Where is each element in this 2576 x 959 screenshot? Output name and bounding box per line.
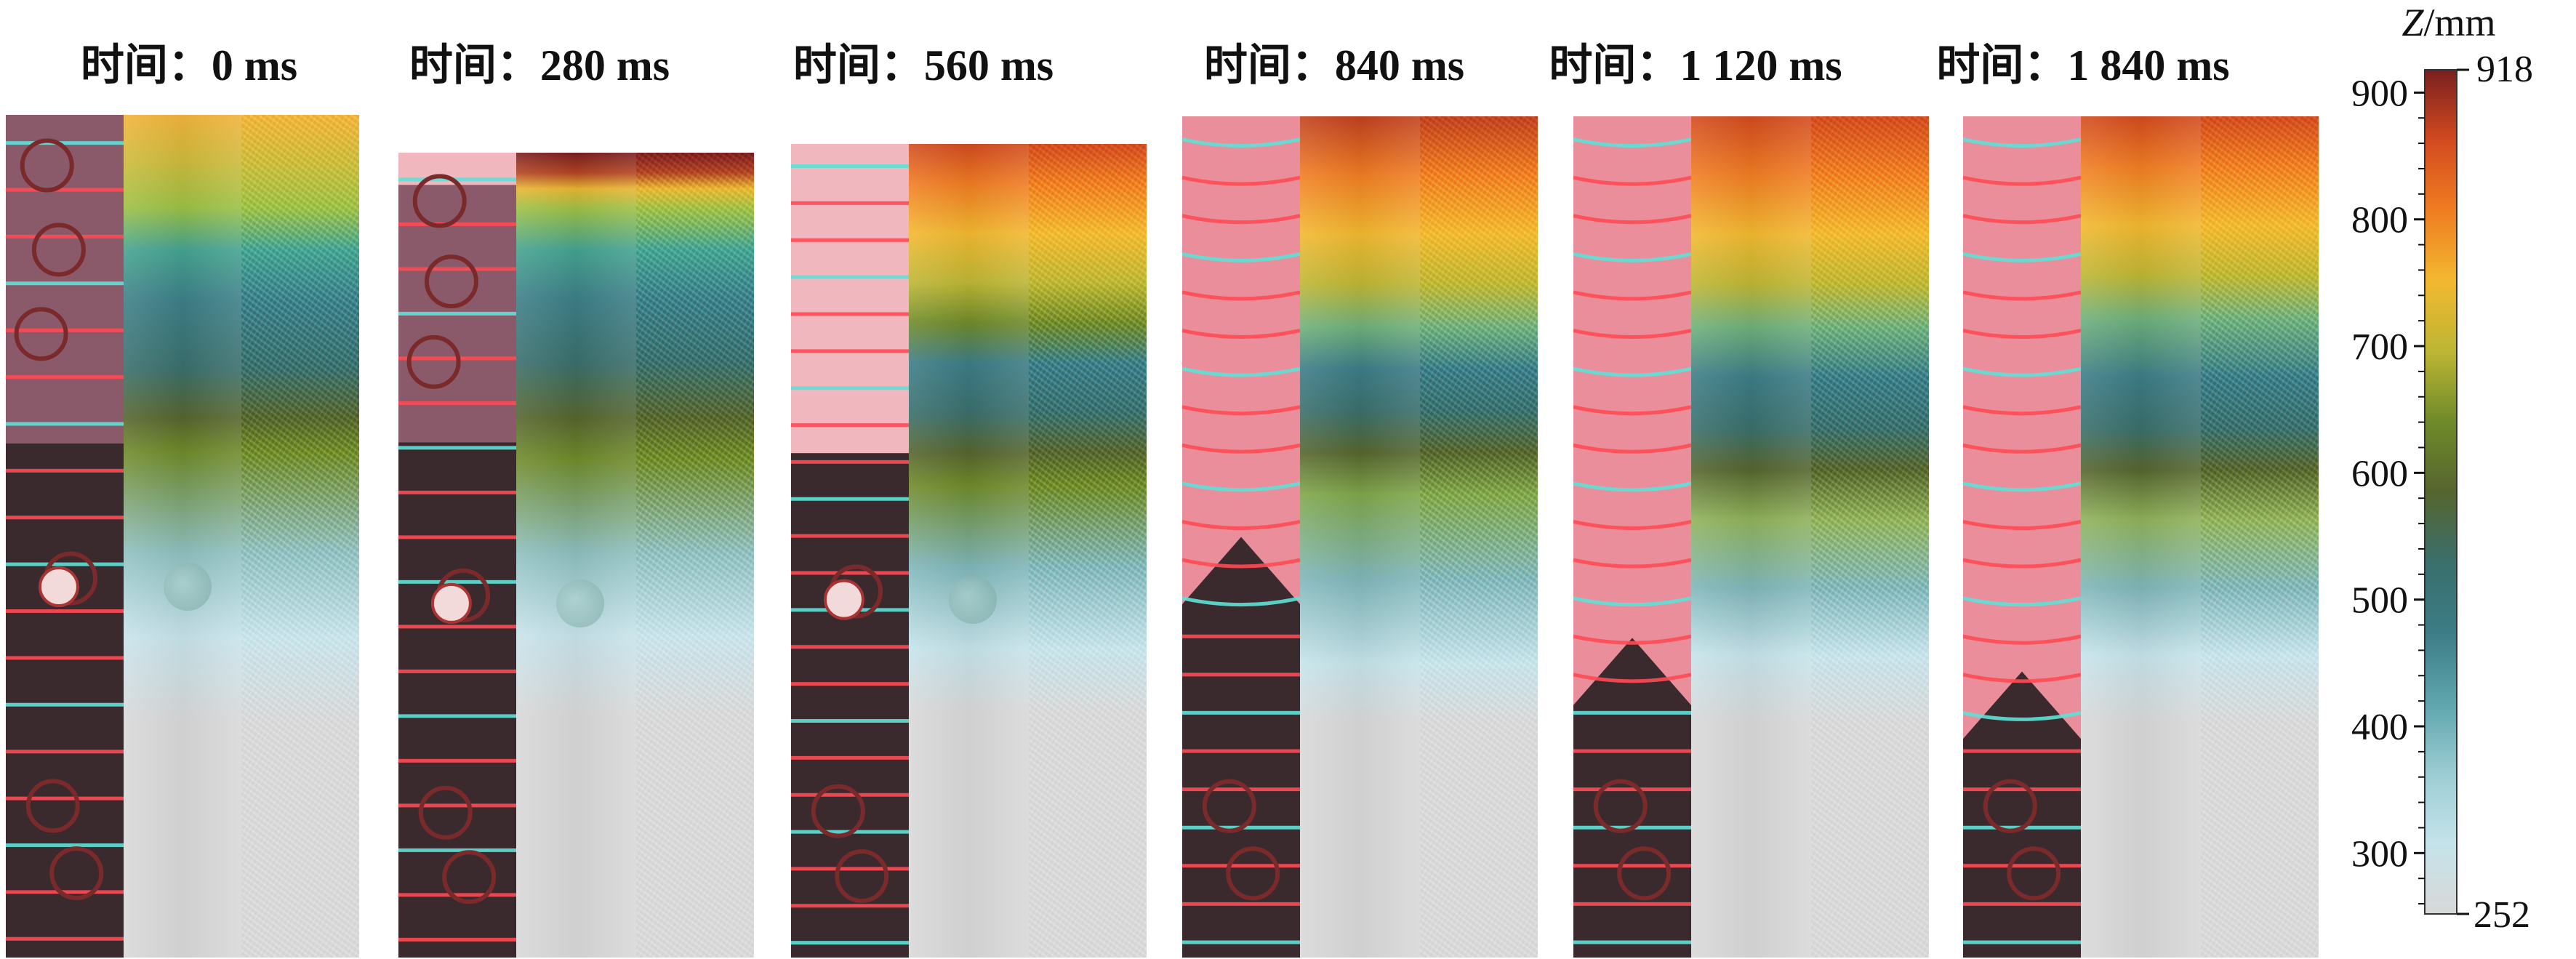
reconstructed-surface — [2081, 116, 2201, 958]
high-speed-photo — [1182, 116, 1300, 958]
textured-surface — [1029, 144, 1147, 958]
textured-surface — [1811, 116, 1929, 958]
high-speed-photo — [1573, 116, 1691, 958]
marker-ball-recon — [556, 579, 604, 627]
colorbar-tick-label: 800 — [2351, 200, 2408, 241]
reconstructed-surface — [516, 153, 636, 958]
colorbar-tick-label: 500 — [2351, 580, 2408, 622]
colorbar-gradient — [2424, 69, 2457, 915]
colorbar-tick-label: 300 — [2351, 833, 2408, 875]
high-speed-photo — [1963, 116, 2081, 958]
frame-panel-4 — [1573, 116, 1929, 958]
frame-title-4: 时间：1 120 ms — [1549, 41, 1842, 89]
textured-surface — [241, 115, 359, 958]
reconstructed-surface — [909, 144, 1029, 958]
marker-ball-recon — [949, 575, 997, 624]
colorbar-title: Z/mm — [2402, 1, 2496, 44]
frame-panel-0 — [6, 115, 359, 958]
marker-ball-recon — [164, 563, 212, 611]
frame-panel-1 — [398, 153, 754, 958]
colorbar-tick-label: 900 — [2351, 73, 2408, 114]
textured-surface — [1420, 116, 1538, 958]
colorbar-tick-label: 400 — [2351, 707, 2408, 748]
colorbar-ticks: 900 800 700 600 500 400 300 — [2351, 68, 2469, 915]
frame-title-2: 时间：560 ms — [793, 41, 1054, 89]
colorbar-tick-label: 700 — [2351, 326, 2408, 368]
frame-panel-2 — [791, 144, 1147, 958]
colorbar-min-label: 252 — [2473, 894, 2530, 936]
frame-title-5: 时间：1 840 ms — [1936, 41, 2230, 89]
textured-surface — [636, 153, 754, 958]
frame-panel-5 — [1963, 116, 2319, 958]
colorbar: 900 800 700 600 500 400 300 918 252 — [2351, 49, 2533, 936]
reconstructed-surface — [124, 115, 241, 958]
textured-surface — [2201, 116, 2319, 958]
frame-title-1: 时间：280 ms — [409, 41, 670, 89]
colorbar-max-label: 918 — [2476, 49, 2533, 90]
frame-title-0: 时间：0 ms — [80, 41, 298, 89]
high-speed-photo — [791, 144, 909, 958]
reconstructed-surface — [1691, 116, 1811, 958]
high-speed-photo — [398, 153, 516, 958]
high-speed-photo — [6, 115, 124, 958]
colorbar-tick-label: 600 — [2351, 453, 2408, 494]
frame-title-3: 时间：840 ms — [1203, 41, 1465, 89]
frame-panel-3 — [1182, 116, 1538, 958]
reconstructed-surface — [1300, 116, 1420, 958]
